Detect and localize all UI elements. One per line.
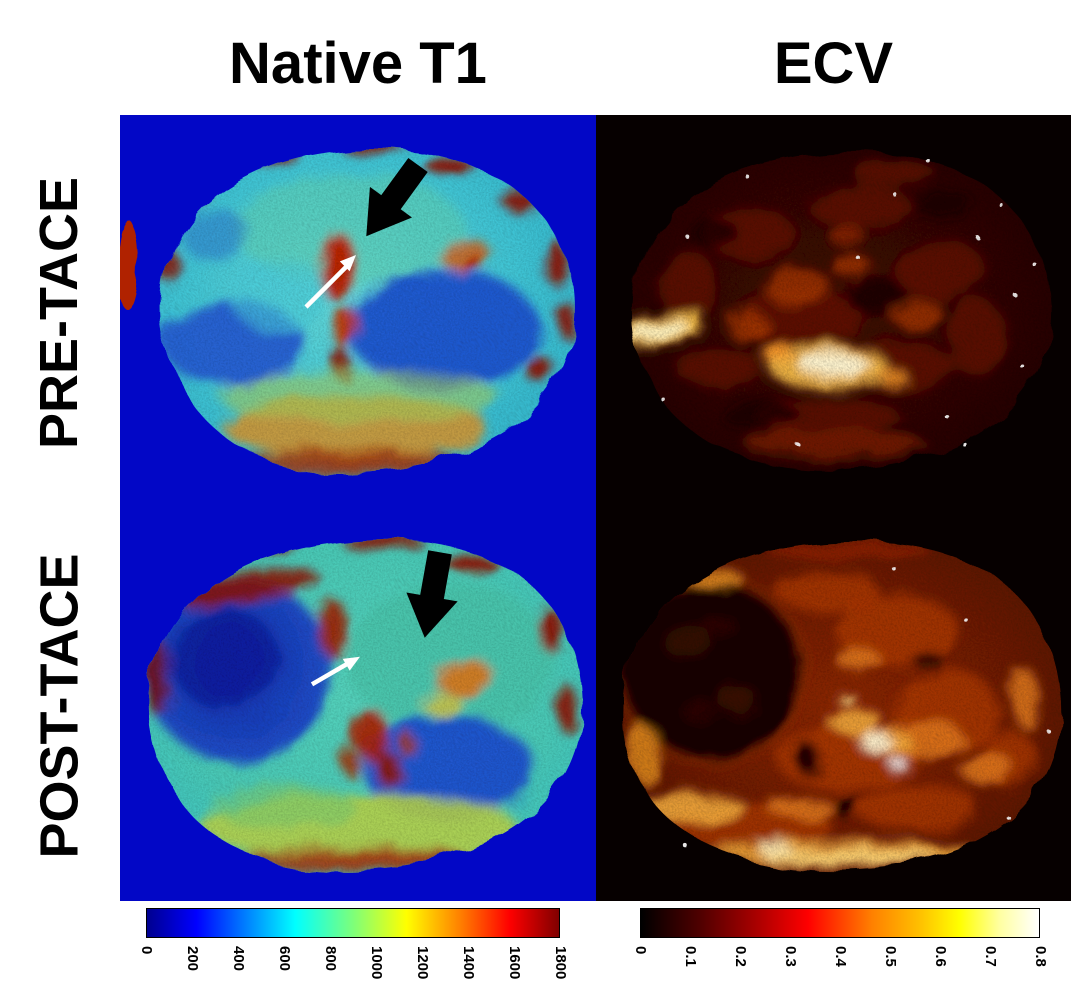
colorbar-tick: 1200 xyxy=(414,946,431,980)
colorbar-tick: 0.1 xyxy=(682,946,699,967)
panel-post-tace-native-t1 xyxy=(120,511,596,901)
panel-pre-tace-native-t1 xyxy=(120,115,596,511)
colorbar-tick: 200 xyxy=(183,946,201,972)
colorbar-tick: 0.2 xyxy=(732,946,749,967)
column-title-native-t1: Native T1 xyxy=(229,30,487,96)
colorbar-tick: 0.5 xyxy=(882,946,899,967)
colorbar-tick: 1000 xyxy=(368,946,386,980)
colorbar-tick: 1400 xyxy=(460,946,477,980)
colorbar-tick: 0.8 xyxy=(1032,946,1049,967)
pre-tace-t1-image xyxy=(120,115,596,511)
white-arrow-icon xyxy=(310,656,360,687)
colorbar-tick: 0.6 xyxy=(932,946,949,967)
colorbar-tick: 1600 xyxy=(506,946,523,980)
black-arrow-icon xyxy=(366,157,428,237)
panel-post-tace-ecv xyxy=(596,511,1071,901)
t1-colorbar xyxy=(146,908,560,938)
ecv-colorbar xyxy=(640,908,1040,938)
colorbar-tick: 1800 xyxy=(552,946,569,980)
column-title-ecv: ECV xyxy=(773,30,894,96)
panel-pre-tace-ecv xyxy=(596,115,1071,511)
colorbar-tick: 0 xyxy=(138,946,155,955)
white-arrow-icon xyxy=(304,255,356,309)
colorbar-tick: 400 xyxy=(229,946,247,972)
colorbar-tick: 0.3 xyxy=(782,946,799,967)
colorbar-tick: 0.4 xyxy=(832,946,849,967)
row-label-pre-tace: PRE-TACE xyxy=(29,176,90,450)
pre-tace-ecv-image xyxy=(596,115,1071,511)
colorbar-tick: 800 xyxy=(321,946,339,972)
post-tace-ecv-image xyxy=(596,511,1071,901)
colorbar-tick: 0.7 xyxy=(982,946,999,967)
ecv-colorbar-ticks: 0 0.1 0.2 0.3 0.4 0.5 0.6 0.7 0.8 xyxy=(632,940,1049,992)
colorbar-tick: 0 xyxy=(632,946,649,955)
t1-colorbar-ticks: 0 200 400 600 800 1000 1200 1400 1600 18… xyxy=(138,940,569,992)
colorbar-tick: 600 xyxy=(275,946,293,972)
row-label-post-tace: POST-TACE xyxy=(29,553,90,859)
black-arrow-icon xyxy=(406,550,458,638)
post-tace-t1-image xyxy=(120,511,596,901)
